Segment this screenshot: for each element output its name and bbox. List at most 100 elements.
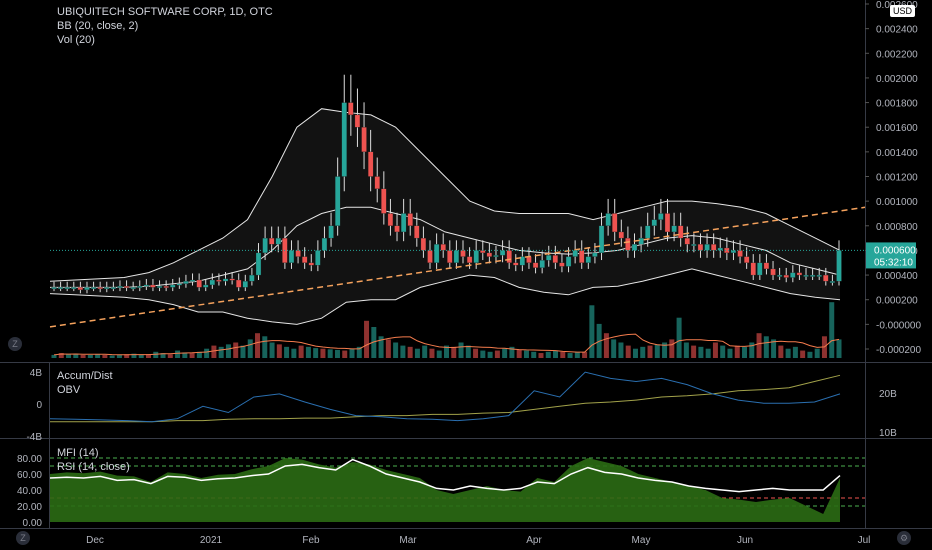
candle-body — [203, 284, 209, 288]
volume-bar — [167, 354, 173, 358]
candle-body — [684, 237, 690, 245]
candle-body — [809, 274, 816, 277]
volume-bar — [792, 346, 798, 358]
price-axis-label: 0.001800 — [876, 99, 918, 110]
candle-body — [447, 250, 453, 263]
candle-body — [321, 237, 328, 251]
last-price-label: 0.000600 — [874, 245, 916, 256]
candle-body — [730, 250, 737, 254]
volume-bar — [589, 305, 595, 358]
candle-body — [433, 244, 440, 263]
volume-bar — [560, 351, 566, 358]
candle-body — [97, 287, 103, 290]
price-axis-label: 0.002400 — [876, 25, 918, 36]
volume-bar — [683, 342, 689, 358]
main-legend: UBIQUITECH SOFTWARE CORP, 1D, OTC BB (20… — [57, 5, 273, 47]
volume-bar — [109, 355, 115, 358]
candle-body — [84, 287, 90, 291]
candle-body — [71, 287, 77, 290]
candle-body — [724, 247, 730, 254]
candle-body — [216, 279, 222, 282]
candle-body — [770, 268, 776, 276]
candle-body — [348, 102, 354, 116]
candle-body — [341, 102, 347, 177]
volume-bar — [189, 353, 195, 358]
volume-bar — [269, 342, 275, 358]
candle-body — [209, 279, 215, 286]
currency-button[interactable]: USD — [890, 5, 916, 17]
x-axis-label: Jul — [858, 535, 871, 546]
bb-legend[interactable]: BB (20, close, 2) — [57, 20, 139, 32]
rsi-legend[interactable]: RSI (14, close) — [57, 461, 130, 473]
volume-bar — [422, 345, 428, 358]
volume-bar — [603, 333, 609, 358]
candle-body — [123, 286, 130, 288]
volume-bar — [87, 354, 93, 358]
volume-bar — [204, 348, 210, 358]
volume-bar — [407, 346, 413, 358]
candle-body — [592, 252, 598, 257]
last-price-box — [866, 242, 916, 269]
candle-body — [671, 225, 677, 233]
candle-body — [104, 287, 110, 290]
volume-bar — [371, 327, 377, 358]
candle-body — [90, 287, 97, 290]
candle-body — [605, 213, 611, 226]
volume-bar — [465, 345, 471, 358]
accum-dist-legend[interactable]: Accum/Dist — [57, 370, 113, 382]
volume-bar — [647, 345, 653, 358]
price-axis-label: 0.000800 — [876, 222, 918, 233]
candle-body — [249, 274, 255, 282]
symbol-title[interactable]: UBIQUITECH SOFTWARE CORP, 1D, OTC — [57, 6, 273, 18]
candle-body — [236, 279, 242, 288]
candle-body — [532, 262, 539, 268]
volume-bar — [720, 345, 726, 358]
volume-bar — [196, 351, 202, 358]
settings-icon[interactable]: ⚙ — [897, 531, 911, 545]
candle-body — [546, 255, 552, 261]
mfi-legend[interactable]: MFI (14) — [57, 447, 99, 459]
osc2-axis-label: 20.00 — [17, 502, 42, 513]
timezone-icon[interactable]: Z — [8, 337, 22, 351]
candle-body — [790, 272, 796, 278]
volume-bar — [705, 348, 711, 358]
candle-body — [189, 279, 196, 282]
volume-bar — [444, 345, 449, 358]
vol-legend[interactable]: Vol (20) — [57, 34, 95, 46]
candle-body — [394, 225, 400, 233]
volume-bar — [320, 348, 326, 358]
candle-body — [262, 237, 268, 254]
volume-bar — [313, 348, 319, 358]
volume-bar — [654, 344, 660, 358]
volume-bar — [742, 346, 748, 358]
candle-body — [255, 252, 262, 276]
price-axis-label: 0.001600 — [876, 123, 918, 134]
candle-body — [466, 256, 473, 263]
candle-body — [361, 127, 367, 153]
candle-body — [612, 213, 618, 233]
zoom-icon[interactable]: Z — [16, 531, 30, 545]
accum-dist-line — [50, 374, 841, 423]
x-axis-label: Mar — [399, 535, 417, 546]
price-axis-label: 0.001000 — [876, 197, 918, 208]
candle-body — [552, 255, 558, 263]
volume-bar — [342, 350, 348, 358]
obv-legend[interactable]: OBV — [57, 384, 81, 396]
candle-body — [64, 287, 70, 290]
volume-bar — [262, 336, 268, 358]
candle-body — [803, 274, 809, 277]
volume-bar — [567, 353, 573, 358]
candle-body — [816, 274, 822, 277]
volume-bar — [211, 345, 217, 358]
volume-bar — [611, 339, 617, 358]
candle-body — [559, 262, 565, 267]
candle-body — [565, 256, 572, 267]
volume-bar — [487, 351, 493, 358]
candle-body — [57, 287, 64, 290]
volume-bar — [458, 342, 464, 358]
countdown-label: 05:32:10 — [874, 257, 913, 268]
price-axis-label: 0.002000 — [876, 74, 918, 85]
candle-body — [374, 176, 380, 189]
candle-body — [387, 213, 394, 226]
volume-bar — [356, 346, 362, 358]
